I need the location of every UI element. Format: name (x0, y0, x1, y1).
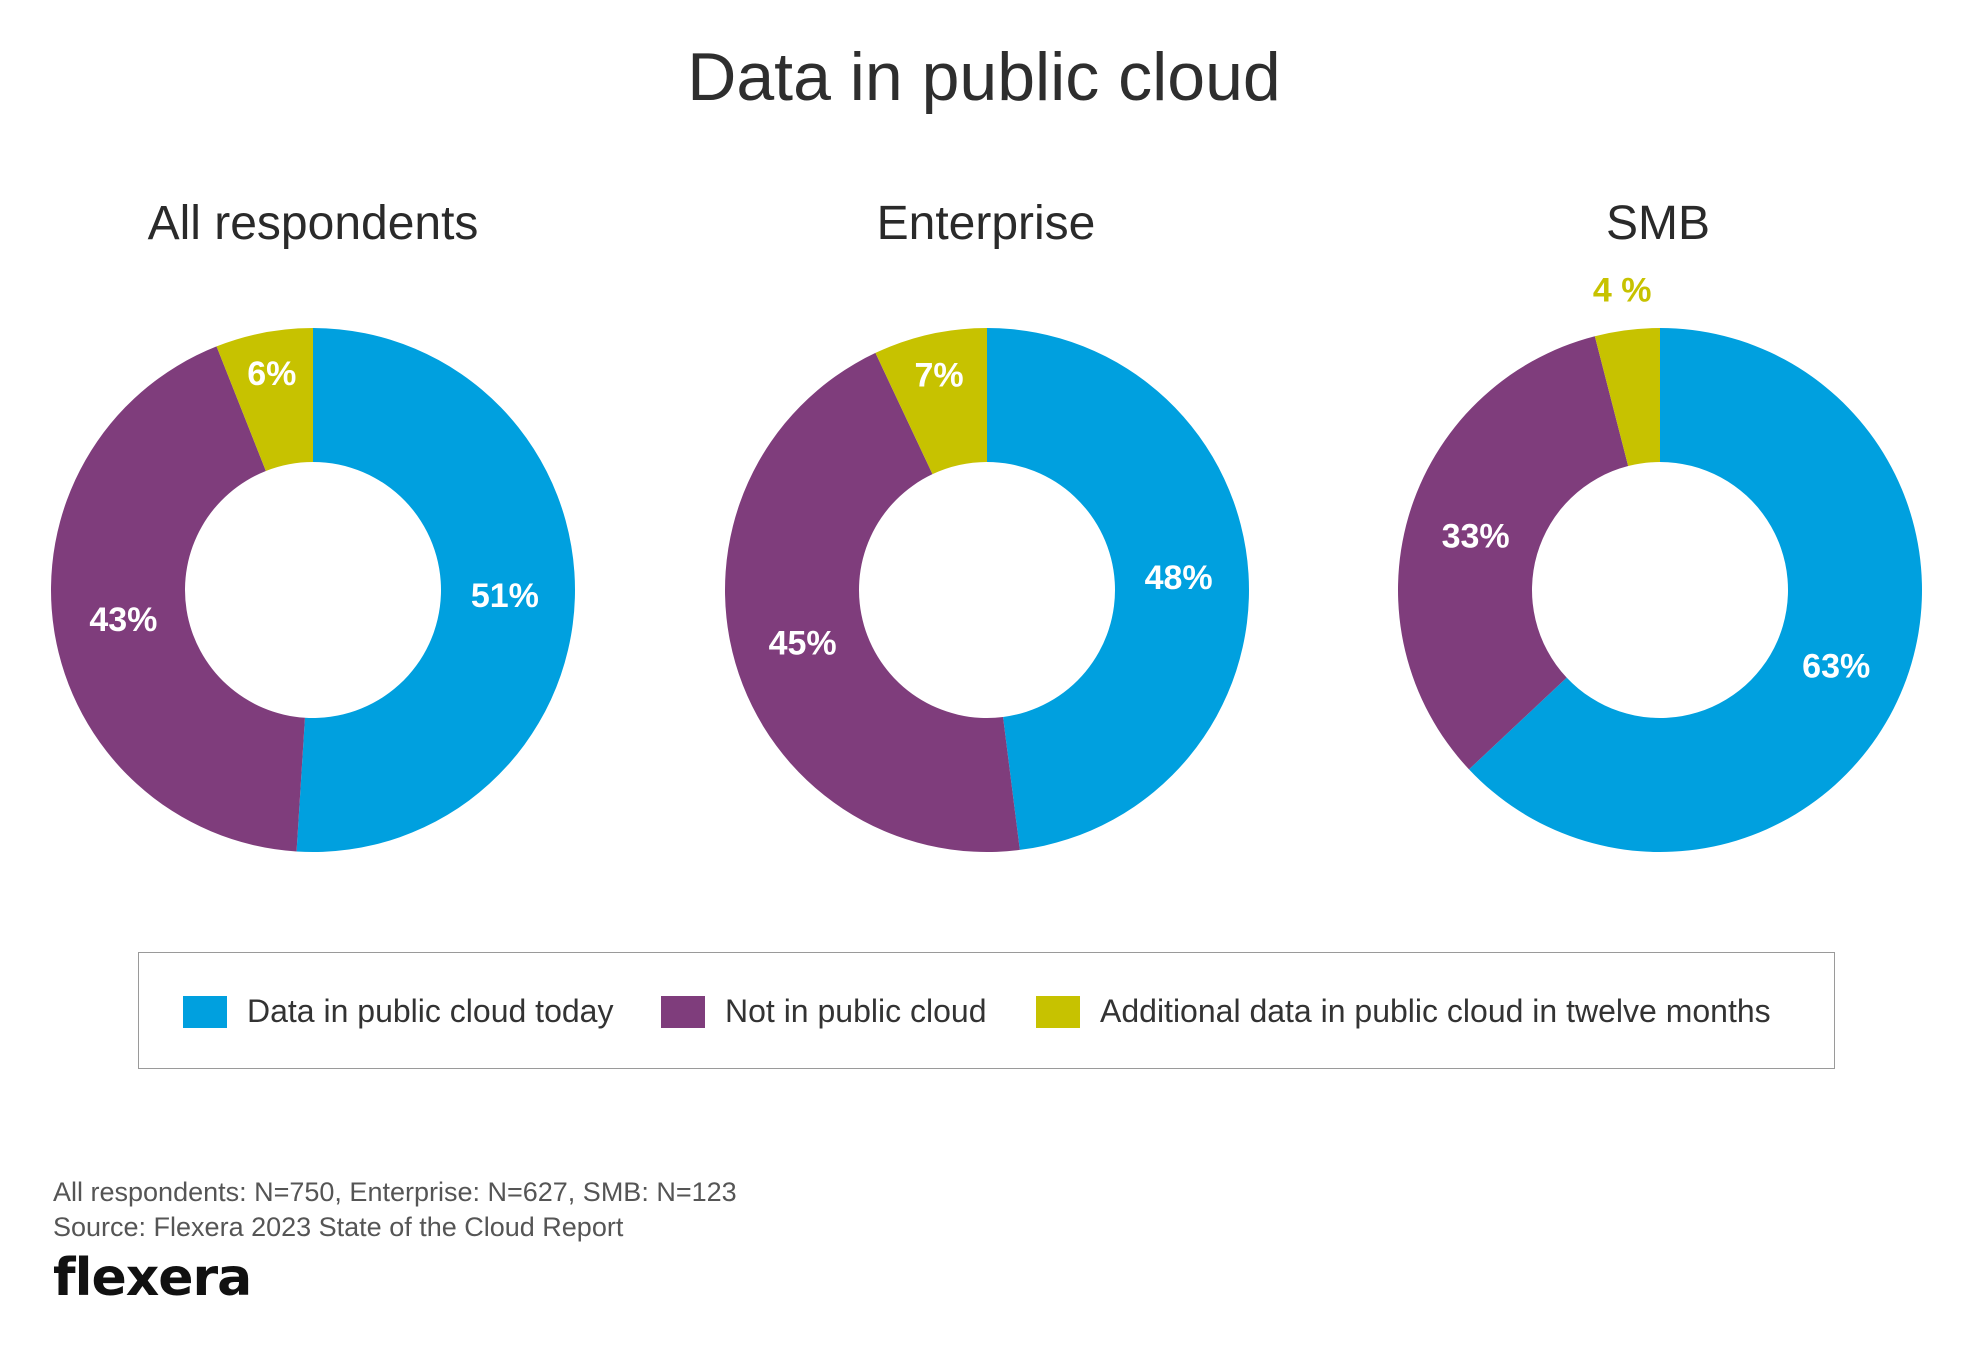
legend-swatch-today (183, 995, 227, 1028)
donut-slice-enterprise-today (987, 328, 1250, 850)
footnote-sample-sizes: All respondents: N=750, Enterprise: N=62… (53, 1177, 737, 1207)
legend-label-additional: Additional data in public cloud in twelv… (1100, 993, 1771, 1029)
legend-swatch-not (661, 995, 705, 1028)
legend-item-today: Data in public cloud today (183, 953, 613, 1070)
donut-slice-smb-additional (1594, 328, 1660, 467)
donut-slice-smb-today (1469, 328, 1922, 852)
chart-title-enterprise: Enterprise (876, 197, 1096, 250)
data-label-smb-not: 33% (1442, 517, 1510, 555)
data-label-enterprise-not: 45% (769, 625, 837, 663)
footnote: All respondents: N=750, Enterprise: N=62… (53, 1175, 737, 1245)
legend-swatch-additional (1036, 995, 1080, 1028)
donut-charts: 51% 43% 6% 48% 45% 7% 63% 33% 4 % (50, 271, 1922, 853)
flexera-logo: flexera (53, 1248, 252, 1308)
footnote-source: Source: Flexera 2023 State of the Cloud … (53, 1212, 624, 1242)
legend-item-not: Not in public cloud (661, 953, 986, 1070)
donut-slice-all-respondents-not (50, 346, 305, 852)
legend-item-additional: Additional data in public cloud in twelv… (1036, 953, 1771, 1070)
chart-title-smb: SMB (1605, 197, 1710, 250)
donut-slice-smb-not (1398, 336, 1629, 770)
legend-label-today: Data in public cloud today (247, 993, 614, 1029)
data-label-smb-additional: 4 % (1593, 271, 1652, 309)
chart-title-all-respondents: All respondents (147, 197, 479, 250)
legend-label-not: Not in public cloud (725, 993, 987, 1029)
donut-slice-all-respondents-today (296, 328, 576, 852)
data-label-all-respondents-not: 43% (89, 601, 157, 639)
page-title: Data in public cloud (687, 39, 1281, 115)
donut-slice-enterprise-additional (875, 328, 987, 475)
data-label-smb-today: 63% (1802, 647, 1870, 685)
data-label-enterprise-additional: 7% (914, 356, 963, 394)
data-label-enterprise-today: 48% (1145, 559, 1213, 597)
legend: Data in public cloud today Not in public… (138, 952, 1835, 1069)
data-label-all-respondents-today: 51% (471, 577, 539, 615)
data-label-all-respondents-additional: 6% (247, 355, 296, 393)
donut-slice-all-respondents-additional (216, 328, 313, 471)
donut-slice-enterprise-not (724, 352, 1020, 853)
